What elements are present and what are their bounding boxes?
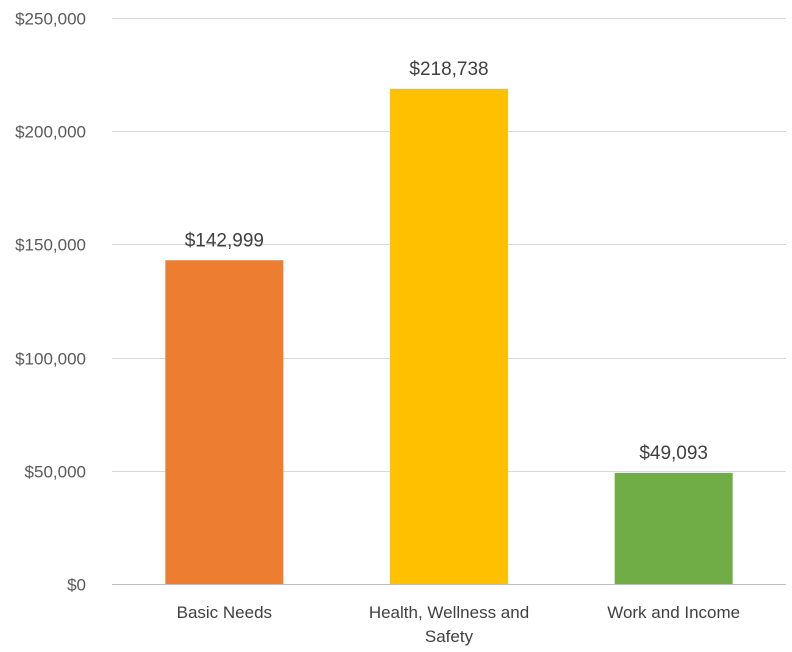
category-label-line: Work and Income <box>607 603 740 622</box>
data-labels: $142,999 $218,738 $49,093 <box>185 59 708 464</box>
bar-2 <box>614 472 733 584</box>
y-tick-label: $50,000 <box>25 463 86 482</box>
bar-0 <box>165 260 284 584</box>
y-tick-label: $0 <box>67 576 86 595</box>
data-label: $218,738 <box>409 59 488 80</box>
y-tick-label: $100,000 <box>15 350 86 369</box>
category-label-line: Safety <box>425 627 474 646</box>
category-label-line: Health, Wellness and <box>369 603 529 622</box>
category-label-line: Basic Needs <box>177 603 272 622</box>
category-label: Basic Needs <box>177 603 272 622</box>
bar-1 <box>390 88 508 585</box>
data-label: $49,093 <box>639 443 708 464</box>
y-tick-label: $250,000 <box>15 10 86 29</box>
y-tick-label: $200,000 <box>15 123 86 142</box>
data-label: $142,999 <box>185 230 264 251</box>
y-tick-label: $150,000 <box>15 236 86 255</box>
category-label: Work and Income <box>607 603 740 622</box>
category-label: Health, Wellness and Safety <box>369 603 529 646</box>
bars <box>165 88 733 585</box>
y-axis-tick-labels: $0 $50,000 $100,000 $150,000 $200,000 $250,00… <box>15 10 86 595</box>
x-axis-category-labels: Basic Needs Health, Wellness and Safety Wor… <box>177 603 741 646</box>
